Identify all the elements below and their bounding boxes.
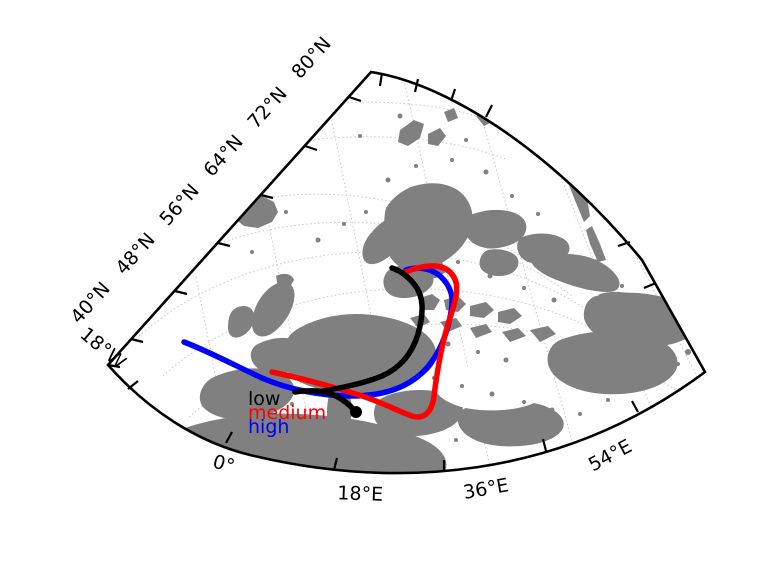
axis-ticks [107,72,657,472]
legend: low medium high [248,388,326,438]
trajectory-high [181,265,455,399]
lon-label-18E: 18°E [337,482,383,506]
lat-label-48N: 48°N [111,229,159,279]
map-frame [106,70,707,475]
legend-label-high: high [248,416,289,438]
lat-label-56N: 56°N [155,180,203,230]
lat-label-40N: 40°N [66,278,114,328]
lon-label-36E: 36°E [462,474,511,504]
legend-label-medium: medium [248,402,326,424]
trajectory-low-branch [315,265,425,395]
legend-label-low: low [248,388,280,410]
lat-label-80N: 80°N [287,33,335,83]
lon-label-0: 0° [210,451,237,478]
lat-label-64N: 64°N [199,131,247,181]
lon-label-54E: 54°E [585,435,636,476]
trajectory-medium [269,263,460,420]
lat-label-72N: 72°N [243,83,291,133]
trajectory-low-endpoint-marker [350,406,362,418]
